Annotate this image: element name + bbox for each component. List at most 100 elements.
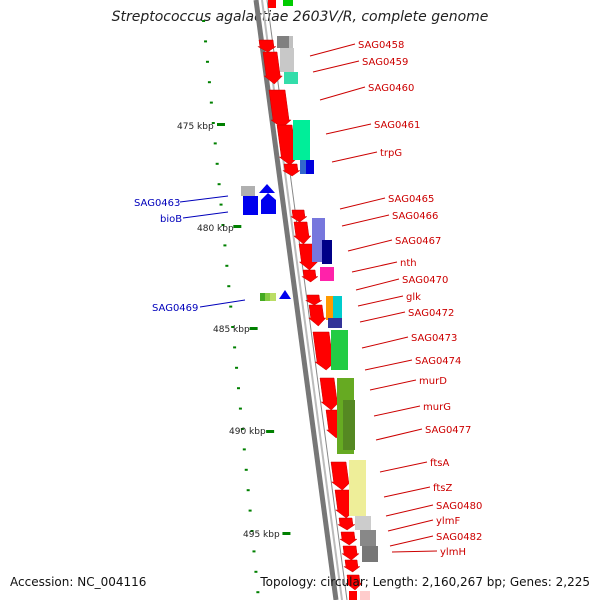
scale-bar: [202, 20, 291, 594]
scale-dot: [244, 468, 248, 471]
map-title: Streptococcus agalactiae 2603V/R, comple…: [111, 9, 489, 25]
cog-box: [328, 318, 342, 328]
gene-label: SAG0473: [411, 333, 457, 344]
scale-dot: [221, 224, 225, 226]
gene-labels-right: SAG0458 SAG0459 SAG0460 SAG0461 trpG SAG0465 S…: [309, 40, 482, 558]
gene-arrow: [341, 545, 360, 561]
label-leader-line: [347, 239, 393, 252]
bottom-partial-features: [349, 591, 370, 600]
gene-label: nth: [400, 258, 417, 269]
label-leader-line: [364, 359, 413, 371]
gene-label: SAG0482: [436, 532, 482, 543]
cog-box: [333, 296, 342, 320]
cog-category-boxes: [277, 36, 378, 562]
label-leader-line: [359, 311, 406, 323]
gene-label: SAG0465: [388, 194, 434, 205]
cog-box: [306, 160, 314, 174]
scale-dot: [207, 81, 211, 84]
label-leader-line: [385, 504, 434, 517]
scale-dot: [211, 122, 215, 124]
gene-arrow: [281, 163, 301, 177]
label-leader-line: [373, 405, 421, 417]
label-leader-line: [375, 428, 423, 441]
gene-label: SAG0466: [392, 211, 438, 222]
scale-dot: [250, 530, 254, 532]
scale-dot: [238, 407, 242, 410]
cog-box: [289, 36, 293, 48]
gene-labels-left: SAG0463 bioB SAG0469: [134, 195, 246, 314]
label-leader-line: [341, 214, 390, 227]
top-partial-features: [268, 0, 293, 8]
gene-arrow: [293, 221, 312, 245]
scale-dot: [209, 101, 213, 104]
scale-dot: [215, 162, 219, 165]
scale-dot: [248, 509, 252, 512]
cog-box: [284, 72, 298, 84]
label-leader-line: [339, 197, 386, 210]
scale-dot: [236, 387, 240, 390]
scale-label: 485 kbp: [213, 325, 250, 335]
cog-box: [349, 460, 366, 516]
label-leader-line: [379, 461, 428, 473]
cog-box: [293, 120, 310, 160]
gene-arrow: [336, 517, 356, 531]
scale-dot: [205, 60, 209, 63]
scale-dot: [223, 244, 227, 247]
scale-dot: [202, 20, 206, 22]
gene-arrow: [290, 209, 308, 223]
cog-box: [300, 160, 306, 174]
scale-dot: [219, 203, 223, 206]
gene-label: trpG: [380, 148, 402, 159]
gene-arrow: [345, 574, 363, 591]
cog-box: [326, 296, 335, 320]
label-leader-line: [389, 535, 434, 547]
gene-label: SAG0470: [402, 275, 448, 286]
label-leader-line: [357, 295, 404, 307]
gene-label: ylmH: [440, 547, 466, 558]
gene-label: SAG0458: [358, 40, 404, 51]
label-leader-line: [351, 261, 398, 273]
gene-arrow: [339, 531, 358, 546]
gene-label: SAG0461: [374, 120, 420, 131]
gene-label: SAG0460: [368, 83, 414, 94]
gene-label: ftsA: [430, 458, 449, 469]
scale-major-tick: [266, 430, 275, 433]
cog-box: [360, 530, 376, 546]
scale-dot: [225, 264, 229, 267]
scale-major-tick: [233, 225, 242, 228]
forward-strand-genes: [256, 39, 363, 591]
label-leader-line: [312, 60, 360, 73]
label-leader-line: [355, 278, 400, 291]
cog-box: [320, 267, 334, 281]
scale-dot: [240, 428, 244, 430]
scale-dot: [254, 570, 258, 573]
scale-dot: [242, 448, 246, 451]
label-leader-line: [182, 211, 229, 219]
label-leader-line: [325, 123, 372, 135]
label-leader-line: [369, 379, 417, 391]
scale-labels: 475 kbp 480 kbp 485 kbp 490 kbp 495 kbp: [177, 122, 280, 540]
gene-arrow: [330, 461, 352, 491]
gene-arrow: [262, 51, 283, 85]
scale-label: 480 kbp: [197, 224, 234, 234]
label-leader-line: [319, 86, 366, 101]
cog-box: [277, 36, 290, 48]
gene-arrow: [268, 89, 292, 129]
cog-box: [343, 400, 355, 450]
gene-arrow: [319, 377, 340, 411]
gene-arrow: [301, 269, 319, 283]
scale-dot: [213, 142, 217, 145]
cog-box: [362, 546, 378, 562]
scale-dot: [235, 366, 239, 369]
label-leader-line: [331, 151, 378, 163]
cog-box: [280, 48, 294, 72]
gene-arrow: [305, 294, 323, 306]
reverse-strand-genes: [241, 184, 291, 301]
scale-dot: [231, 326, 235, 328]
label-leader-line: [179, 195, 229, 203]
scale-dot: [227, 285, 231, 288]
accession-text: Accession: NC_004116: [10, 575, 147, 589]
gene-label: ylmF: [436, 516, 460, 527]
scale-label: 475 kbp: [177, 122, 214, 132]
